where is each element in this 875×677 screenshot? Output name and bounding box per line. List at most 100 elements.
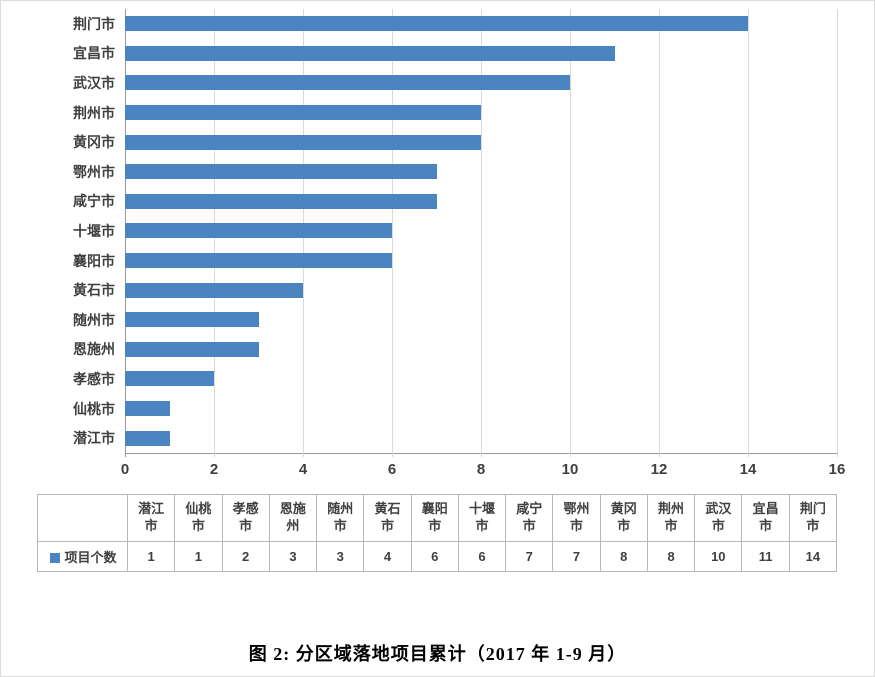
value-cell: 1 [126, 541, 176, 572]
bar [125, 16, 748, 32]
bar [125, 105, 481, 121]
bar-row [125, 157, 837, 187]
category-labels: 荆门市 宜昌市 武汉市 荆州市 黄冈市 鄂州市 咸宁市 十堰市 襄阳市 黄石市 随州市 恩施州 孝感市仙… [37, 9, 125, 482]
bar-row [125, 275, 837, 305]
bar-chart: 荆门市 宜昌市 武汉市 荆州市 黄冈市 鄂州市 咸宁市 十堰市 襄阳市 黄石市 随州市 恩施州 孝感市仙… [1, 1, 874, 482]
category-label: 黄冈市 [73, 134, 115, 151]
bar [125, 253, 392, 269]
bar [125, 193, 437, 209]
gridline [392, 9, 393, 457]
column-header: 襄阳市 [410, 494, 459, 542]
plot-wrap: 0 2 4 6 8 10 12 14 16 [121, 9, 846, 482]
bar-row [125, 98, 837, 128]
gridline [837, 9, 838, 457]
category-label: 襄阳市 [73, 252, 115, 269]
bar-row [125, 335, 837, 365]
column-header: 宜昌市 [741, 494, 790, 542]
column-header: 孝感市 [221, 494, 270, 542]
category-label: 武汉市 [73, 74, 115, 91]
value-cell: 8 [646, 541, 696, 572]
bar-row [125, 39, 837, 69]
table-value-row: 项目个数 1 1 2 3 3 4 6 6 7 7 8 8 10 11 14 [37, 541, 838, 572]
column-header: 黄石市 [363, 494, 412, 542]
column-header: 十堰市 [457, 494, 507, 542]
data-table: 潜江市 仙桃市 孝感市 恩施州 随州市 黄石市 襄阳市 十堰市 咸宁市 鄂州市 黄冈市 荆州市 武汉市宜… [37, 494, 838, 572]
value-cell: 10 [694, 541, 743, 572]
bar-row [125, 394, 837, 424]
bar-row [125, 216, 837, 246]
category-label: 宜昌市 [73, 45, 115, 62]
bar [125, 164, 437, 180]
bar [125, 341, 259, 357]
legend-swatch-icon [50, 552, 61, 563]
bar-row [125, 68, 837, 98]
value-cell: 6 [457, 541, 507, 572]
figure-caption: 图 2: 分区域落地项目累计（2017 年 1-9 月） [248, 644, 627, 664]
bar-row [125, 246, 837, 276]
bar-row [125, 305, 837, 335]
column-header: 随州市 [316, 494, 365, 542]
bar [125, 371, 214, 387]
column-header: 黄冈市 [599, 494, 648, 542]
value-cell: 3 [316, 541, 365, 572]
bar-row [125, 423, 837, 453]
value-cell: 7 [505, 541, 554, 572]
table-wrap: 潜江市 仙桃市 孝感市 恩施州 随州市 黄石市 襄阳市 十堰市 咸宁市 鄂州市 黄冈市 荆州市 武汉市宜… [1, 482, 874, 572]
value-cell: 8 [599, 541, 648, 572]
x-axis: 0 2 4 6 8 10 12 14 16 [121, 454, 846, 482]
x-tick-label: 16 [828, 461, 846, 478]
column-header: 咸宁市 [505, 494, 554, 542]
bar [125, 223, 392, 239]
table-header-row: 潜江市 仙桃市 孝感市 恩施州 随州市 黄石市 襄阳市 十堰市 咸宁市 鄂州市 黄冈市 荆州市 武汉市宜… [37, 494, 838, 542]
category-label: 随州市 [73, 311, 115, 328]
bar-row [125, 364, 837, 394]
gridline [481, 9, 482, 457]
column-header: 潜江市 [126, 494, 176, 542]
x-tick-label: 8 [476, 461, 486, 478]
gridline [570, 9, 571, 457]
value-cell: 11 [741, 541, 790, 572]
table-corner-cell [37, 494, 128, 542]
bar [125, 75, 570, 91]
value-cell: 1 [174, 541, 223, 572]
plot-area [125, 9, 838, 457]
category-label: 恩施州 [73, 341, 115, 358]
x-tick-label: 10 [561, 461, 579, 478]
category-label: 荆州市 [73, 104, 115, 121]
value-cell: 7 [552, 541, 601, 572]
column-header: 荆门市 [788, 494, 838, 542]
bar [125, 430, 170, 446]
value-cell: 2 [221, 541, 270, 572]
column-header: 仙桃市 [174, 494, 223, 542]
legend-label: 项目个数 [64, 550, 117, 565]
x-tick-label: 2 [209, 461, 219, 478]
x-tick-label: 12 [650, 461, 668, 478]
value-cell: 14 [788, 541, 838, 572]
gridline [659, 9, 660, 457]
column-header: 恩施州 [268, 494, 318, 542]
x-tick-label: 4 [298, 461, 308, 478]
bar [125, 312, 259, 328]
category-label: 咸宁市 [73, 193, 115, 210]
x-tick-label: 6 [387, 461, 397, 478]
bar-row [125, 127, 837, 157]
legend-cell: 项目个数 [37, 541, 128, 572]
category-label: 鄂州市 [73, 163, 115, 180]
value-cell: 4 [363, 541, 412, 572]
bar [125, 401, 170, 417]
category-label: 荆门市 [73, 15, 115, 32]
bar [125, 134, 481, 150]
column-header: 荆州市 [646, 494, 696, 542]
bar-row [125, 9, 837, 39]
category-label: 潜江市 [73, 430, 115, 447]
category-label: 仙桃市 [73, 400, 115, 417]
bar [125, 45, 615, 61]
x-tick-label: 0 [120, 461, 130, 478]
gridline [748, 9, 749, 457]
bar-row [125, 187, 837, 217]
category-label: 十堰市 [73, 222, 115, 239]
column-header: 鄂州市 [552, 494, 601, 542]
column-header: 武汉市 [694, 494, 743, 542]
bar [125, 282, 303, 298]
